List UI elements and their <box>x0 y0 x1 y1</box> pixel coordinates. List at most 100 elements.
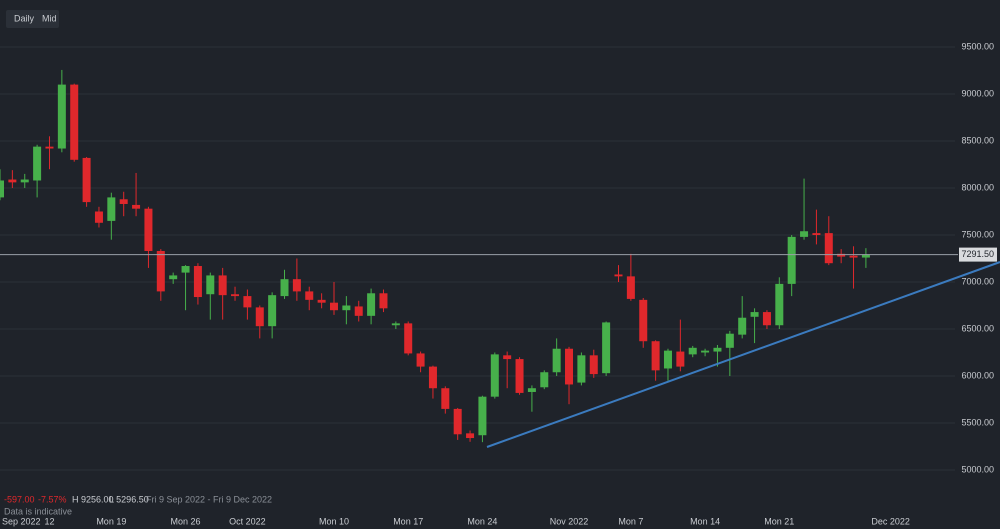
candle-body <box>651 341 660 371</box>
candle-body <box>404 323 413 354</box>
candle-body <box>367 293 376 316</box>
note: Data is indicative <box>4 506 72 516</box>
x-tick-label: 12 <box>44 516 54 526</box>
y-tick-label: 7500.00 <box>961 229 994 239</box>
x-tick-label: Oct 2022 <box>229 516 266 526</box>
candle-body <box>503 355 512 360</box>
change: -597.00 <box>4 494 35 504</box>
last-price-box <box>959 247 997 262</box>
candle-body <box>676 351 685 367</box>
period-range: Fri 9 Sep 2022 - Fri 9 Dec 2022 <box>146 494 272 504</box>
candle-body <box>663 350 672 369</box>
x-tick-label: Mon 26 <box>171 516 201 526</box>
candle-body <box>428 366 437 389</box>
candle-body <box>602 322 611 374</box>
candle-body <box>193 266 202 298</box>
candle-body <box>837 253 846 257</box>
candle-body <box>515 359 524 393</box>
x-tick-label: Mon 10 <box>319 516 349 526</box>
candle-body <box>688 347 697 355</box>
candle-body <box>478 396 487 436</box>
x-tick-label: Mon 24 <box>467 516 497 526</box>
candle-body <box>206 275 215 295</box>
y-tick-label: 6500.00 <box>961 323 994 333</box>
candle-body <box>639 299 648 342</box>
candle-body <box>824 233 833 264</box>
candle-body <box>144 208 153 251</box>
candle-body <box>268 295 277 327</box>
candle-body <box>800 231 809 237</box>
candle-body <box>466 433 475 439</box>
candle-body <box>169 275 178 280</box>
candle-body <box>453 408 462 435</box>
candle-body <box>8 179 17 183</box>
candle-body <box>0 180 4 198</box>
candle-body <box>317 299 326 303</box>
candle-body <box>565 348 574 385</box>
y-tick-label: 7000.00 <box>961 276 994 286</box>
y-tick-label: 8000.00 <box>961 182 994 192</box>
x-tick-label: Mon 17 <box>393 516 423 526</box>
y-tick-label: 5000.00 <box>961 464 994 474</box>
candle-body <box>280 279 289 297</box>
price-button[interactable]: Mid <box>42 13 57 23</box>
change-pct: -7.57% <box>38 494 67 504</box>
x-tick-label: Dec 2022 <box>871 516 910 526</box>
candle-body <box>119 199 128 204</box>
toolbar-box <box>6 10 59 28</box>
y-tick-label: 9000.00 <box>961 88 994 98</box>
candle-body <box>342 305 351 311</box>
candle-body <box>762 312 771 326</box>
candle-body <box>181 266 190 273</box>
toolbar: Daily Mid <box>6 10 59 28</box>
period-high: H 9256.00 <box>72 494 114 504</box>
candle-body <box>577 355 586 383</box>
candle-body <box>33 146 42 181</box>
candle-body <box>626 276 635 299</box>
y-tick-label: 6000.00 <box>961 370 994 380</box>
candle-body <box>552 348 561 373</box>
candle-body <box>70 84 79 160</box>
candle-body <box>292 279 301 292</box>
candle-body <box>354 306 363 316</box>
candle-body <box>305 291 314 300</box>
x-tick-label: Mon 21 <box>764 516 794 526</box>
candle-body <box>82 157 91 203</box>
candle-body <box>787 236 796 284</box>
candle-body <box>441 388 450 409</box>
candle-body <box>416 353 425 367</box>
candle-body <box>490 354 499 397</box>
candle-body <box>45 146 54 149</box>
candle-body <box>107 197 116 221</box>
candle-body <box>725 333 734 348</box>
candle-body <box>750 312 759 317</box>
interval-button[interactable]: Daily <box>14 13 35 23</box>
candle-body <box>218 275 227 296</box>
y-tick-label: 5500.00 <box>961 417 994 427</box>
x-tick-label: Sep 2022 <box>2 516 41 526</box>
candle-body <box>132 204 141 209</box>
candle-body <box>156 250 165 292</box>
candle-body <box>589 355 598 375</box>
candle-body <box>713 347 722 352</box>
candle-body <box>738 317 747 335</box>
candle-body <box>527 388 536 392</box>
candle-body <box>57 84 66 149</box>
candle-body <box>861 254 870 258</box>
x-tick-label: Mon 7 <box>618 516 643 526</box>
candle-body <box>243 296 252 308</box>
y-tick-label: 9500.00 <box>961 41 994 51</box>
trend-line <box>486 261 1000 448</box>
y-tick-label: 8500.00 <box>961 135 994 145</box>
period-low: L 5296.50 <box>109 494 149 504</box>
x-tick-label: Nov 2022 <box>550 516 589 526</box>
x-tick-label: Mon 14 <box>690 516 720 526</box>
candle-body <box>614 274 623 277</box>
candle-body <box>849 255 858 258</box>
candle-body <box>94 211 103 223</box>
candle-body <box>775 283 784 326</box>
candle-body <box>812 233 821 235</box>
